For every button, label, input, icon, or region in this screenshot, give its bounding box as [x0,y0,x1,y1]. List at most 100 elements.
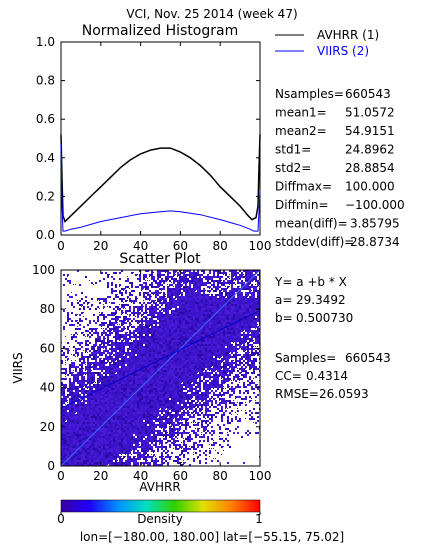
density-cell [189,296,191,298]
density-cell [183,410,185,412]
density-speck [153,294,154,295]
density-cell [109,372,111,374]
density-cell [105,378,107,380]
density-cell [129,352,131,354]
density-cell [61,440,63,442]
density-cell [185,308,187,310]
density-cell [113,364,115,366]
density-cell [107,418,109,420]
density-cell [155,346,157,348]
density-cell [129,356,131,358]
density-cell [121,444,123,446]
density-cell [79,448,81,450]
density-cell [111,276,113,278]
density-cell [137,374,139,376]
density-cell [159,386,161,388]
density-cell [157,292,159,294]
density-cell [119,460,121,462]
density-cell [87,400,89,402]
density-cell [169,292,171,294]
density-cell [91,456,93,458]
density-cell [77,464,79,466]
density-cell [173,410,175,412]
density-cell [89,442,91,444]
density-cell [149,462,151,464]
density-speck [107,362,108,363]
density-cell [179,358,181,360]
density-cell [137,444,139,446]
density-cell [157,400,159,402]
density-cell [145,380,147,382]
density-cell [183,448,185,450]
density-cell [93,436,95,438]
density-cell [179,274,181,276]
density-cell [151,328,153,330]
density-cell [169,322,171,324]
density-cell [183,396,185,398]
density-speck [149,326,150,327]
density-cell [79,442,81,444]
density-cell [191,386,193,388]
density-cell [145,378,147,380]
density-cell [107,386,109,388]
density-cell [141,318,143,320]
density-cell [113,384,115,386]
density-cell [147,360,149,362]
density-cell [159,282,161,284]
density-cell [141,306,143,308]
density-cell [183,336,185,338]
density-cell [137,420,139,422]
density-cell [97,368,99,370]
density-cell [171,392,173,394]
density-cell [125,344,127,346]
density-cell [155,442,157,444]
density-cell [129,398,131,400]
density-cell [183,348,185,350]
density-cell [151,440,153,442]
density-cell [93,400,95,402]
density-cell [167,408,169,410]
density-cell [151,360,153,362]
density-cell [159,300,161,302]
density-cell [125,462,127,464]
density-speck [101,358,102,359]
density-cell [61,402,63,404]
density-cell [151,408,153,410]
density-cell [89,408,91,410]
density-cell [103,458,105,460]
density-cell [91,282,93,284]
density-cell [89,362,91,364]
density-cell [131,348,133,350]
density-cell [183,454,185,456]
density-cell [151,316,153,318]
density-cell [71,302,73,304]
density-cell [167,344,169,346]
density-cell [155,308,157,310]
density-cell [85,422,87,424]
density-cell [107,368,109,370]
density-cell [153,454,155,456]
density-cell [123,394,125,396]
density-cell [113,444,115,446]
density-cell [89,422,91,424]
density-cell [151,354,153,356]
density-cell [133,382,135,384]
density-cell [135,342,137,344]
density-cell [179,428,181,430]
density-cell [99,402,101,404]
density-cell [151,382,153,384]
density-cell [155,368,157,370]
density-cell [73,334,75,336]
density-cell [191,292,193,294]
density-cell [153,310,155,312]
density-cell [173,288,175,290]
density-cell [111,378,113,380]
density-cell [141,340,143,342]
density-cell [163,350,165,352]
density-cell [103,406,105,408]
density-cell [143,416,145,418]
density-cell [189,364,191,366]
density-cell [111,418,113,420]
density-cell [105,456,107,458]
density-cell [95,440,97,442]
